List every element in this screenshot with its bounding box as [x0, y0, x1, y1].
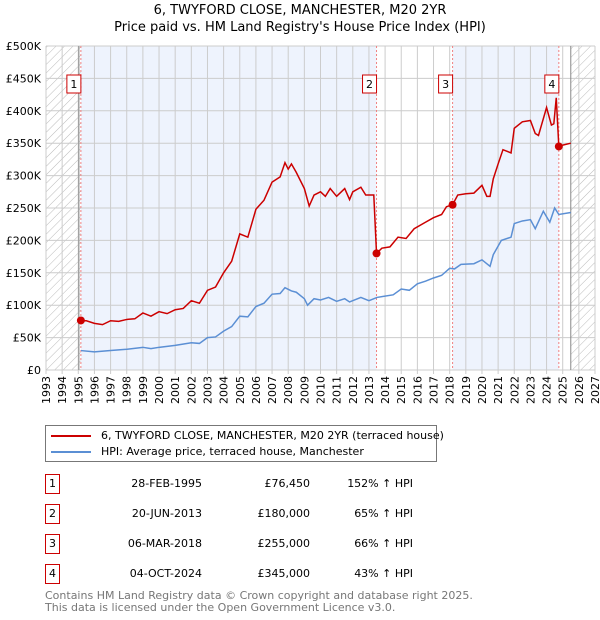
x-tick-label: 2006 [250, 376, 263, 404]
x-tick-label: 2003 [201, 376, 214, 404]
x-tick-label: 1994 [56, 376, 69, 404]
table-row: 2 20-JUN-2013 £180,000 65% ↑ HPI [45, 504, 445, 524]
sale-label-box [66, 74, 82, 94]
x-tick-label: 2012 [347, 376, 360, 404]
legend-label: 6, TWYFORD CLOSE, MANCHESTER, M20 2YR (t… [101, 429, 444, 442]
sale-date: 28-FEB-1995 [131, 477, 202, 490]
sale-point [554, 142, 563, 151]
sale-price: £180,000 [257, 507, 311, 520]
legend-item-hpi: HPI: Average price, terraced house, Manc… [51, 443, 364, 460]
y-tick-label: £450K [6, 72, 42, 85]
legend-swatch-red [51, 435, 91, 437]
y-tick-label: £100K [6, 299, 42, 312]
x-tick-label: 2020 [476, 376, 489, 404]
x-tick-label: 1993 [40, 376, 53, 404]
y-tick-label: £300K [6, 170, 42, 183]
x-tick-label: 2017 [428, 376, 441, 404]
x-tick-label: 2010 [315, 376, 328, 404]
x-tick-label: 2019 [460, 376, 473, 404]
chart-title: 6, TWYFORD CLOSE, MANCHESTER, M20 2YR Pr… [0, 2, 600, 36]
sale-label-box [438, 74, 454, 94]
x-tick-label: 2014 [379, 376, 392, 404]
x-tick-label: 2008 [282, 376, 295, 404]
legend-item-property: 6, TWYFORD CLOSE, MANCHESTER, M20 2YR (t… [51, 427, 444, 444]
sale-marker-number: 4 [45, 564, 60, 584]
x-tick-label: 2001 [169, 376, 182, 404]
legend: 6, TWYFORD CLOSE, MANCHESTER, M20 2YR (t… [45, 425, 444, 462]
x-tick-label: 2007 [266, 376, 279, 404]
x-tick-label: 2002 [185, 376, 198, 404]
y-tick-label: £400K [6, 105, 42, 118]
sale-hpi: 66% ↑ HPI [354, 537, 413, 550]
x-tick-label: 2024 [541, 376, 554, 404]
table-row: 1 28-FEB-1995 £76,450 152% ↑ HPI [45, 474, 445, 494]
x-tick-label: 2005 [234, 376, 247, 404]
y-tick-label: £350K [6, 137, 42, 150]
sale-marker-number: 3 [45, 534, 60, 554]
x-tick-label: 1997 [105, 376, 118, 404]
x-tick-label: 2018 [444, 376, 457, 404]
sale-label: 3 [442, 78, 449, 91]
x-tick-label: 2026 [573, 376, 586, 404]
x-tick-label: 2021 [492, 376, 505, 404]
sale-hpi: 152% ↑ HPI [347, 477, 413, 490]
y-tick-label: £50K [13, 332, 42, 345]
hpi-line [80, 206, 571, 353]
x-tick-label: 1998 [121, 376, 134, 404]
legend-label: HPI: Average price, terraced house, Manc… [101, 445, 364, 458]
sale-date: 04-OCT-2024 [129, 567, 202, 580]
sale-label-box [362, 74, 378, 94]
x-tick-label: 1996 [88, 376, 101, 404]
sale-label: 2 [366, 78, 373, 91]
sale-date: 20-JUN-2013 [131, 507, 202, 520]
y-tick-label: £0 [27, 364, 41, 377]
sale-hpi: 65% ↑ HPI [354, 507, 413, 520]
x-tick-label: 2009 [298, 376, 311, 404]
x-tick-label: 2016 [411, 376, 424, 404]
table-row: 4 04-OCT-2024 £345,000 43% ↑ HPI [45, 564, 445, 584]
sale-price: £345,000 [257, 567, 311, 580]
x-tick-label: 1999 [137, 376, 150, 404]
footer: Contains HM Land Registry data © Crown c… [45, 590, 473, 614]
sale-point [372, 249, 381, 258]
y-tick-label: £500K [6, 40, 42, 53]
sale-hpi: 43% ↑ HPI [354, 567, 413, 580]
sale-point [76, 316, 85, 325]
sale-date: 06-MAR-2018 [127, 537, 202, 550]
title: 6, TWYFORD CLOSE, MANCHESTER, M20 2YR [153, 3, 447, 18]
legend-swatch-blue [51, 451, 91, 453]
x-tick-label: 2000 [153, 376, 166, 404]
sale-label: 1 [70, 78, 77, 91]
y-tick-label: £250K [6, 202, 42, 215]
x-tick-label: 2023 [524, 376, 537, 404]
x-tick-label: 2015 [395, 376, 408, 404]
subtitle: Price paid vs. HM Land Registry's House … [114, 20, 486, 35]
sale-label: 4 [548, 78, 555, 91]
price-chart: 1993 1994 1995 1996 1997 1998 1999 2000 2001 2002… [6, 40, 600, 404]
sale-label-box [544, 74, 560, 94]
x-tick-label: 2013 [363, 376, 376, 404]
x-tick-label: 2011 [331, 376, 344, 404]
x-tick-label: 2025 [557, 376, 570, 404]
x-tick-label: 2027 [589, 376, 600, 404]
sale-price: £255,000 [257, 537, 311, 550]
x-tick-label: 2022 [508, 376, 521, 404]
y-tick-label: £150K [6, 267, 42, 280]
x-tick-label: 2004 [218, 376, 231, 404]
y-tick-label: £200K [6, 234, 42, 247]
footer-copyright: Contains HM Land Registry data © Crown c… [45, 589, 473, 602]
price-line [80, 97, 571, 326]
x-tick-label: 1995 [72, 376, 85, 404]
table-row: 3 06-MAR-2018 £255,000 66% ↑ HPI [45, 534, 445, 554]
sale-point [448, 200, 457, 209]
sale-marker-number: 1 [45, 474, 60, 494]
sale-marker-number: 2 [45, 504, 60, 524]
sale-price: £76,450 [264, 477, 311, 490]
footer-licence: This data is licensed under the Open Gov… [45, 601, 396, 614]
